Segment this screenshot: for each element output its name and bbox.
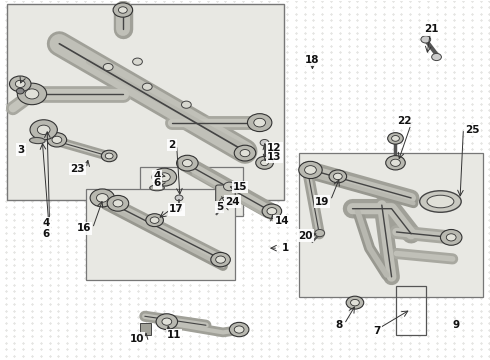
Text: 25: 25 (465, 125, 479, 135)
Circle shape (16, 88, 24, 94)
Circle shape (223, 182, 235, 191)
Circle shape (162, 318, 172, 325)
Circle shape (9, 76, 31, 92)
Circle shape (220, 197, 231, 206)
Circle shape (350, 300, 359, 306)
Circle shape (90, 189, 115, 207)
Ellipse shape (29, 138, 45, 144)
Circle shape (15, 80, 25, 87)
Text: 3: 3 (18, 144, 25, 154)
Circle shape (146, 214, 163, 226)
Circle shape (247, 114, 272, 132)
Text: 19: 19 (315, 197, 329, 207)
Ellipse shape (427, 195, 454, 208)
Circle shape (30, 120, 57, 140)
Text: 7: 7 (373, 325, 381, 336)
Circle shape (229, 322, 249, 337)
Text: 10: 10 (129, 333, 144, 343)
Text: 17: 17 (169, 204, 184, 215)
Circle shape (220, 200, 229, 207)
Circle shape (234, 326, 244, 333)
Circle shape (176, 208, 181, 211)
Ellipse shape (150, 185, 164, 191)
Circle shape (17, 83, 47, 105)
Text: 9: 9 (453, 320, 460, 330)
Circle shape (159, 173, 170, 181)
Circle shape (392, 135, 399, 141)
Circle shape (254, 118, 266, 127)
Text: 14: 14 (274, 216, 289, 226)
FancyBboxPatch shape (216, 185, 235, 205)
Circle shape (315, 229, 325, 237)
Text: 21: 21 (424, 24, 439, 35)
Text: 13: 13 (267, 152, 281, 162)
Circle shape (143, 83, 152, 90)
Text: 23: 23 (70, 164, 85, 174)
Circle shape (107, 195, 129, 211)
Circle shape (333, 173, 342, 180)
Circle shape (391, 159, 400, 166)
Circle shape (267, 208, 277, 215)
Text: 12: 12 (267, 143, 281, 153)
Text: 16: 16 (76, 224, 91, 233)
Circle shape (211, 252, 230, 267)
Circle shape (97, 194, 108, 202)
Text: 18: 18 (305, 55, 319, 65)
Circle shape (216, 256, 225, 263)
Text: 22: 22 (396, 116, 411, 126)
Circle shape (182, 159, 192, 167)
Text: 6: 6 (42, 229, 49, 239)
Circle shape (52, 136, 62, 143)
Circle shape (240, 149, 250, 157)
Circle shape (25, 89, 39, 99)
Circle shape (176, 155, 198, 171)
Text: 24: 24 (225, 197, 240, 207)
Circle shape (299, 161, 322, 179)
Circle shape (47, 133, 67, 147)
Circle shape (421, 36, 431, 43)
Circle shape (175, 195, 183, 201)
FancyBboxPatch shape (6, 4, 284, 200)
FancyBboxPatch shape (140, 167, 243, 216)
Circle shape (346, 296, 364, 309)
Circle shape (256, 156, 273, 169)
Circle shape (181, 101, 191, 108)
Circle shape (103, 63, 113, 71)
Circle shape (432, 53, 441, 60)
Circle shape (388, 133, 403, 144)
Circle shape (101, 150, 117, 162)
FancyBboxPatch shape (140, 323, 151, 335)
Text: 6: 6 (154, 178, 161, 188)
Circle shape (305, 166, 317, 174)
Ellipse shape (419, 191, 461, 212)
Text: 8: 8 (336, 320, 343, 330)
Circle shape (156, 314, 177, 329)
Circle shape (152, 168, 176, 186)
Circle shape (260, 139, 269, 146)
Circle shape (329, 170, 346, 183)
Circle shape (386, 156, 405, 170)
Text: 1: 1 (282, 243, 289, 253)
Circle shape (441, 229, 462, 245)
Circle shape (261, 160, 269, 166)
FancyBboxPatch shape (86, 189, 235, 280)
Circle shape (262, 204, 282, 219)
Circle shape (234, 145, 256, 161)
Circle shape (37, 125, 50, 134)
Circle shape (133, 58, 143, 65)
Circle shape (119, 7, 127, 13)
Text: 20: 20 (298, 231, 313, 240)
Circle shape (150, 217, 159, 224)
Circle shape (113, 200, 123, 207)
Text: 15: 15 (233, 182, 247, 192)
Text: 4: 4 (42, 218, 49, 228)
Circle shape (105, 153, 113, 159)
Text: 4: 4 (153, 171, 161, 181)
Text: 2: 2 (169, 140, 175, 150)
Text: 5: 5 (216, 202, 223, 212)
FancyBboxPatch shape (299, 153, 484, 297)
Circle shape (446, 234, 456, 241)
Circle shape (113, 3, 133, 17)
Text: 11: 11 (167, 330, 181, 340)
